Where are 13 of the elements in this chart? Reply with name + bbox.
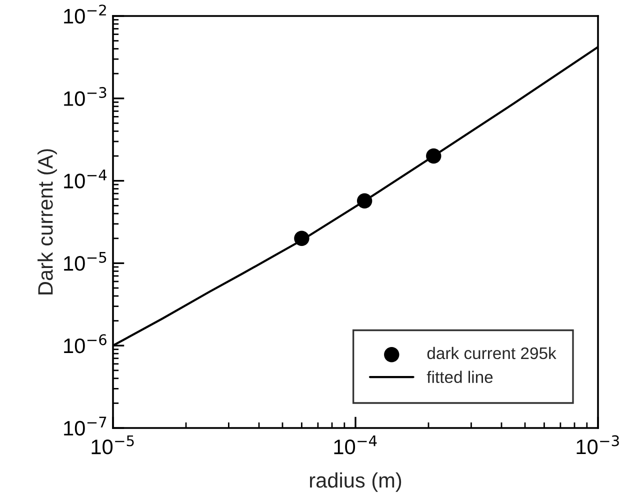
y-tick-label: 10$^{−2}$ — [64, 4, 106, 24]
legend-label: dark current 295k — [427, 346, 556, 360]
x-tick-label: 10$^{−5}$ — [92, 435, 134, 454]
y-tick-label: 10$^{−3}$ — [64, 86, 106, 106]
legend-label: fitted line — [426, 370, 493, 384]
y-tick-label: 10$^{−4}$ — [64, 170, 107, 188]
y-tick-label: 10$^{−7}$ — [64, 416, 106, 436]
y-tick-label: 10$^{−5}$ — [64, 252, 106, 271]
y-axis-title: Dark current (A) — [38, 149, 57, 294]
x-tick-label: 10$^{−3}$ — [576, 435, 619, 454]
x-axis-title: radius (m) — [310, 472, 402, 492]
x-tick-label: 10$^{−4}$ — [334, 435, 377, 454]
y-tick-label: 10$^{−6}$ — [64, 334, 106, 354]
